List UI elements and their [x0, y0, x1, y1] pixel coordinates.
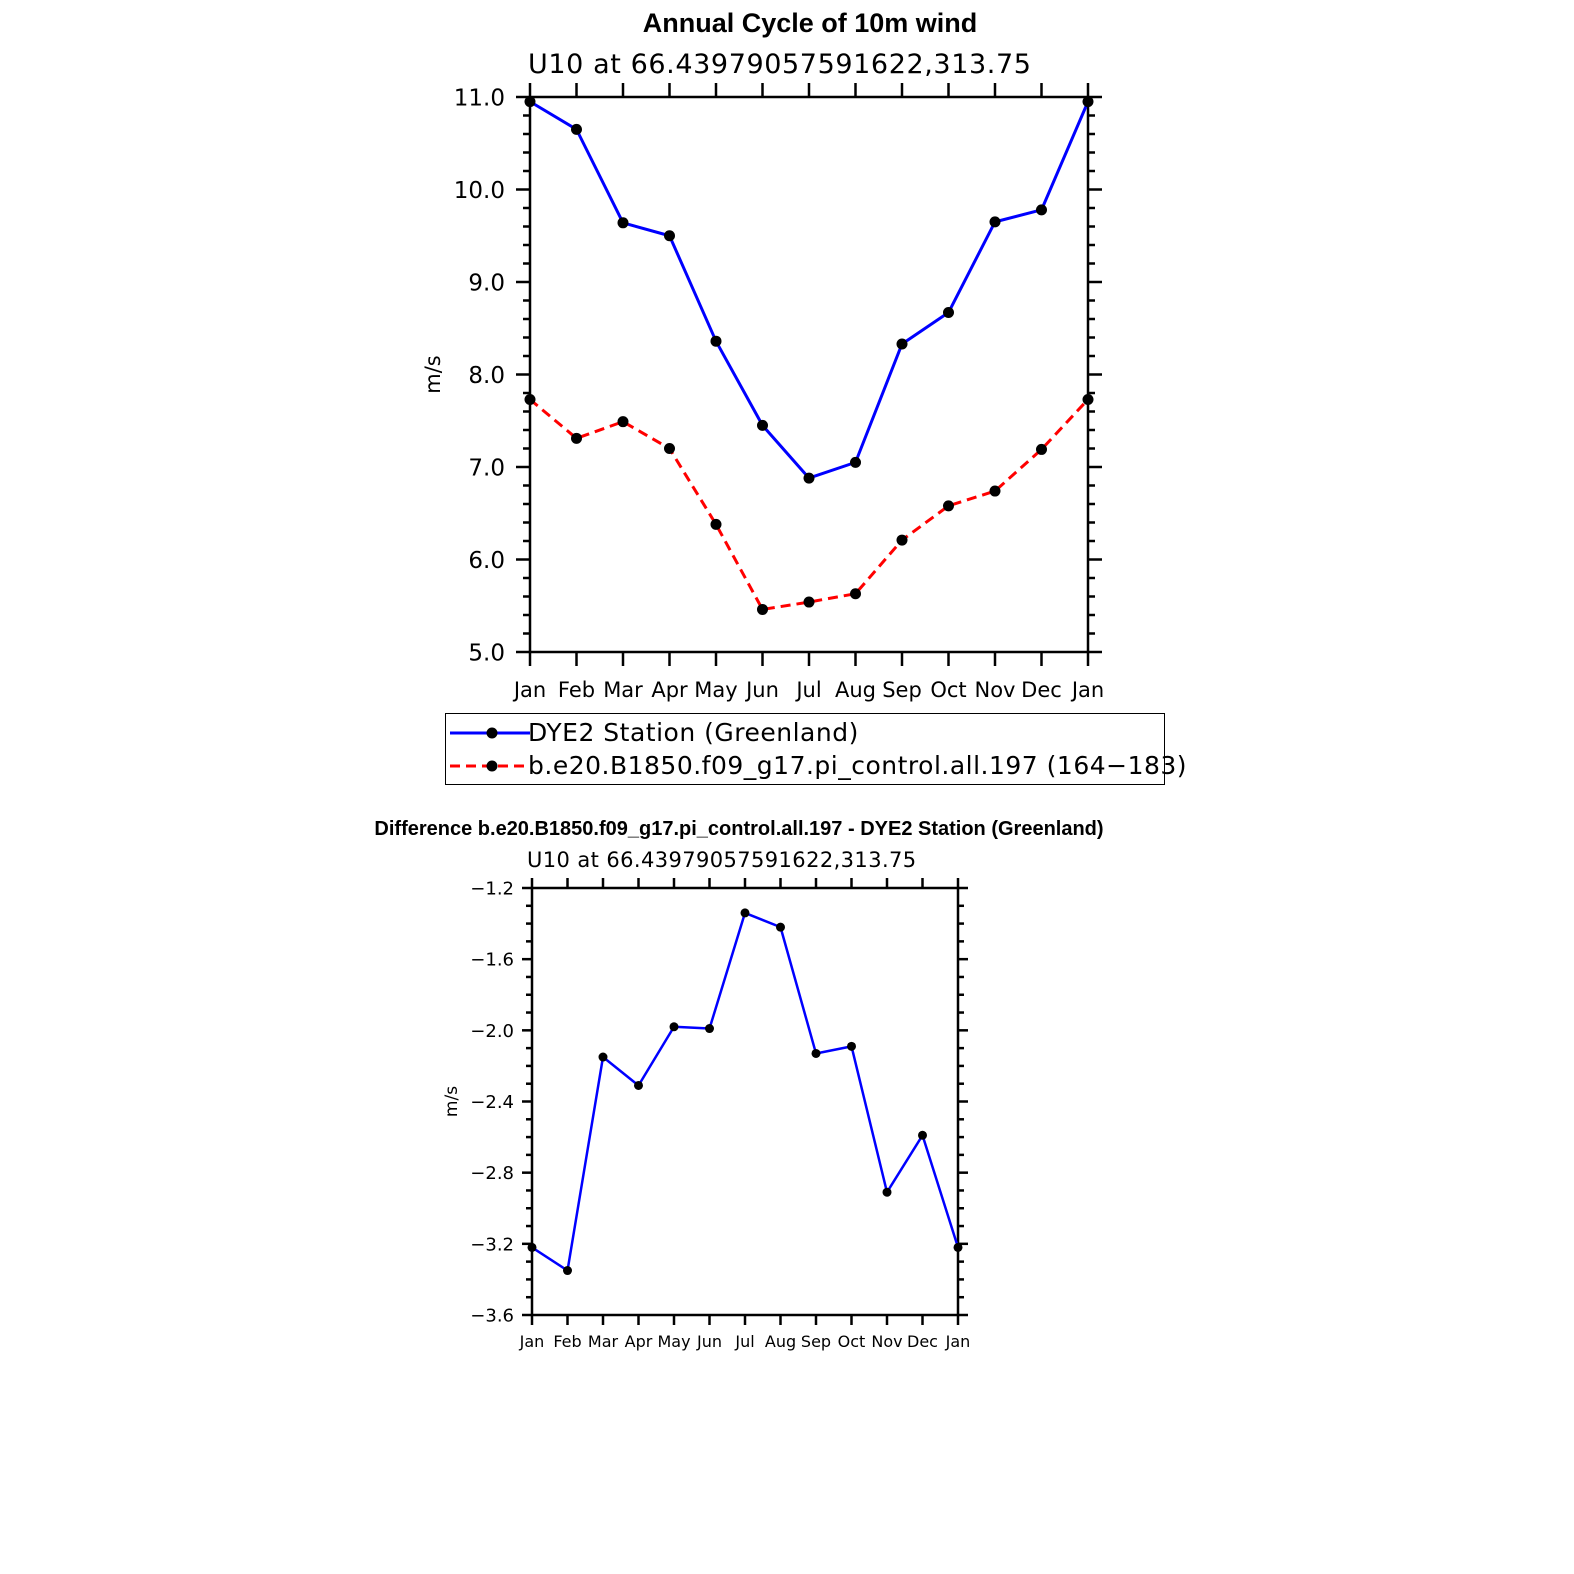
series-1-point — [896, 338, 908, 350]
y-tick-label: 11.0 — [454, 85, 505, 111]
y-tick-label: −3.6 — [470, 1305, 514, 1326]
chart-1-subtitle: U10 at 66.43979057591622,313.75 — [528, 49, 1032, 80]
series-2-point — [710, 518, 722, 530]
x-tick-label: Nov — [975, 678, 1016, 702]
x-tick-label: Feb — [558, 678, 595, 702]
series-1-point — [669, 1022, 679, 1032]
chart-1-plot: Jan Feb Mar Apr May Jun Jul Aug Sep Oct Nov Dec Jan 5… — [421, 83, 1104, 702]
series-2-point — [896, 534, 908, 546]
series-2-point — [1082, 393, 1094, 405]
series-1-point — [850, 456, 861, 468]
chart-2-plot: Jan Feb Mar Apr May Jun Jul Aug Sep Oct Nov Dec Jan−… — [442, 878, 971, 1351]
series-1-point — [1082, 96, 1094, 108]
series-1-point — [776, 922, 785, 932]
y-tick-label: 10.0 — [454, 178, 505, 204]
x-tick-label: Jan — [1070, 678, 1104, 702]
y-axis-label: m/s — [442, 1086, 462, 1117]
series-1-line — [531, 911, 960, 1272]
x-tick-label: Jun — [696, 1332, 722, 1351]
x-tick-label: Sep — [882, 678, 922, 702]
series-2-point — [664, 443, 675, 454]
x-tick-label: Apr — [651, 678, 688, 702]
series-1-point — [918, 1130, 927, 1140]
x-tick-label: Feb — [553, 1332, 581, 1351]
y-tick-label: 6.0 — [468, 548, 505, 574]
y-tick-label: 5.0 — [468, 640, 505, 666]
x-tick-label: Oct — [838, 1332, 866, 1351]
series-1-point — [803, 472, 815, 484]
series-2-point — [803, 596, 815, 608]
y-tick-label: −2.8 — [470, 1163, 514, 1184]
x-tick-label: Sep — [801, 1332, 831, 1351]
legend-label-1: DYE2 Station (Greenland) — [528, 718, 859, 747]
series-1-point — [527, 1242, 537, 1252]
series-2-point — [850, 588, 861, 600]
x-tick-label: Jul — [794, 678, 821, 702]
y-tick-label: 7.0 — [468, 455, 505, 481]
x-tick-label: May — [694, 678, 737, 702]
series-2-point — [524, 393, 536, 405]
x-tick-label: Jan — [945, 1332, 971, 1351]
series-1-point — [740, 908, 750, 918]
legend-entry-2: b.e20.B1850.f09_g17.pi_control.all.197 (… — [446, 750, 1187, 782]
x-tick-label: Jan — [512, 678, 546, 702]
chart-2-subtitle: U10 at 66.43979057591622,313.75 — [527, 848, 917, 872]
series-1-point — [705, 1024, 714, 1034]
x-tick-label: Jul — [734, 1332, 754, 1351]
y-tick-label: −3.2 — [470, 1234, 514, 1255]
y-tick-label: −2.0 — [470, 1021, 514, 1042]
y-tick-label: 9.0 — [468, 270, 505, 296]
series-1-point — [598, 1052, 608, 1062]
series-2-point — [943, 500, 954, 512]
x-tick-label: Oct — [930, 678, 966, 702]
chart-1-legend: DYE2 Station (Greenland) b.e20.B1850.f09… — [445, 713, 1187, 785]
legend-swatch-blue — [450, 727, 530, 739]
legend-label-2: b.e20.B1850.f09_g17.pi_control.all.197 (… — [528, 751, 1188, 780]
x-tick-label: Mar — [603, 678, 643, 702]
x-tick-label: May — [657, 1332, 690, 1351]
series-1-point — [953, 1242, 963, 1252]
y-axis-label: m/s — [421, 355, 445, 393]
series-1-point — [634, 1080, 643, 1090]
y-tick-label: 8.0 — [468, 363, 505, 389]
series-1-point — [710, 335, 722, 347]
x-tick-label: Aug — [765, 1332, 796, 1351]
chart-1-title: Annual Cycle of 10m wind — [642, 8, 978, 38]
series-2-point — [617, 416, 629, 428]
series-1-point — [757, 419, 768, 431]
series-1-point — [882, 1187, 892, 1197]
legend-swatch-red — [450, 760, 530, 772]
series-1-point — [617, 217, 629, 229]
x-tick-label: Mar — [588, 1332, 619, 1351]
series-1-point — [524, 96, 536, 108]
y-tick-label: −1.6 — [470, 950, 514, 971]
x-tick-label: Jan — [519, 1332, 545, 1351]
series-2-point — [571, 432, 582, 444]
series-2-point — [757, 603, 768, 615]
x-tick-label: Nov — [871, 1332, 902, 1351]
series-1-point — [943, 307, 954, 319]
series-1-point — [571, 123, 582, 135]
y-tick-label: −2.4 — [470, 1092, 514, 1113]
series-2-point — [1036, 443, 1047, 455]
series-1-point — [847, 1041, 856, 1051]
series-1-point — [563, 1266, 572, 1276]
y-tick-label: −1.2 — [470, 878, 514, 899]
x-tick-label: Jun — [744, 678, 779, 702]
chart-2-title: Difference b.e20.B1850.f09_g17.pi_contro… — [374, 818, 1104, 840]
x-tick-label: Aug — [835, 678, 876, 702]
series-1-point — [1036, 204, 1047, 216]
x-tick-label: Dec — [1021, 678, 1062, 702]
series-1-point — [664, 230, 675, 242]
x-tick-label: Dec — [907, 1332, 938, 1351]
series-1-point — [989, 216, 1001, 228]
x-tick-label: Apr — [625, 1332, 653, 1351]
legend-entry-1: DYE2 Station (Greenland) — [446, 717, 1164, 749]
series-1-point — [811, 1048, 821, 1058]
series-2-point — [989, 485, 1001, 497]
